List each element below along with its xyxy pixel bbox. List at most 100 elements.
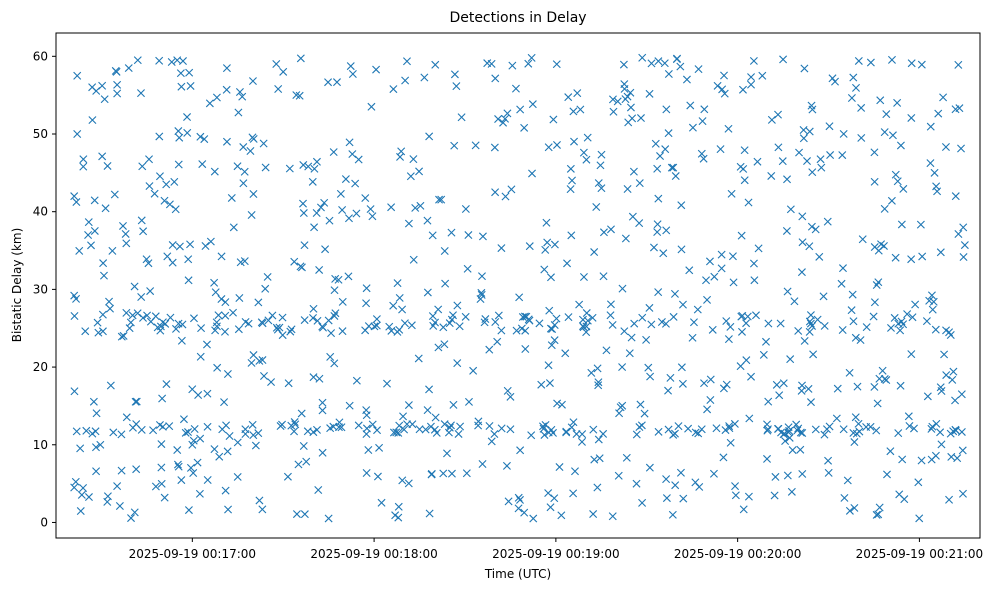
detection-marker [108,246,117,255]
detection-marker [264,316,273,325]
detection-marker [960,241,969,250]
detection-marker [541,245,550,254]
detection-marker [621,95,630,104]
detection-marker [914,478,923,487]
detection-marker [521,345,530,354]
detection-marker [862,423,871,431]
detection-marker [800,64,809,73]
detection-marker [848,290,857,299]
detection-marker [158,422,167,431]
detection-marker [575,300,584,309]
detection-marker [579,148,588,157]
detection-marker [615,409,624,418]
detection-marker [788,446,797,455]
detection-marker [93,318,102,327]
detection-marker [593,364,602,373]
detection-marker [257,318,266,327]
detection-marker [537,380,546,389]
detection-marker [133,309,142,318]
detection-marker [857,133,866,142]
y-tick-label: 30 [33,282,48,296]
detection-marker [196,352,205,361]
detection-marker [490,430,499,439]
detection-marker [100,95,109,104]
detection-marker [455,322,464,331]
detection-marker [254,429,263,438]
detection-marker [744,492,753,501]
detection-marker [795,148,804,157]
detection-marker [824,468,833,477]
detection-marker [393,279,402,288]
detection-marker [112,67,121,76]
detection-marker [676,62,685,71]
detection-marker [377,498,386,507]
detection-marker [461,312,470,321]
detection-marker [75,246,84,255]
detection-marker [915,514,924,523]
detection-marker [454,429,463,438]
detection-marker [839,129,848,138]
detection-marker [651,139,660,148]
detection-marker [550,494,559,503]
detection-marker [254,298,263,307]
detection-marker [719,384,728,393]
detection-marker [886,447,895,456]
detection-marker [238,92,247,101]
detection-marker [218,425,227,434]
detection-marker [587,368,596,377]
detection-marker [594,378,603,387]
detection-marker [431,318,440,327]
detection-marker [771,472,780,481]
detection-marker [361,194,370,203]
detection-marker [898,455,907,464]
detection-marker [94,328,103,337]
detection-marker [310,164,319,173]
detection-marker [441,279,450,288]
detection-marker [117,466,126,475]
detection-marker [594,179,603,188]
detection-marker [91,443,100,452]
detection-marker [188,440,197,449]
detection-marker [431,413,440,422]
detection-marker [330,286,339,295]
detection-marker [873,399,882,408]
detection-marker [445,319,454,328]
detection-marker [849,73,858,82]
detection-marker [320,198,329,207]
detection-marker [174,462,183,471]
detection-marker [654,194,663,203]
detection-marker [662,475,671,484]
detection-marker [800,336,809,345]
detection-marker [753,157,762,166]
detection-marker [549,428,557,437]
detection-marker [931,325,940,334]
detection-marker [354,421,363,430]
y-axis-ticks: 0 10 20 30 40 50 60 [33,49,56,529]
detection-marker [677,363,686,372]
detection-marker [730,419,739,428]
detection-marker [268,311,277,320]
detection-marker [638,313,647,322]
detection-marker [552,60,561,69]
detection-marker [656,152,665,161]
detection-marker [649,243,658,252]
detection-marker [849,317,858,326]
detection-marker [183,113,192,122]
detection-marker [502,461,511,470]
detection-marker [878,366,887,375]
detection-marker [951,426,960,435]
detection-marker [896,141,905,150]
detection-marker [362,299,371,308]
detection-marker [221,486,230,495]
detection-marker [535,319,544,328]
detection-marker [792,420,801,429]
detection-marker [678,379,687,388]
detection-marker [409,255,418,264]
detection-marker [606,225,615,234]
detection-marker [287,421,296,430]
detection-marker [70,312,79,321]
detection-marker [854,419,863,428]
detection-marker [749,56,758,65]
detection-marker [614,471,623,480]
detection-marker [196,132,205,141]
